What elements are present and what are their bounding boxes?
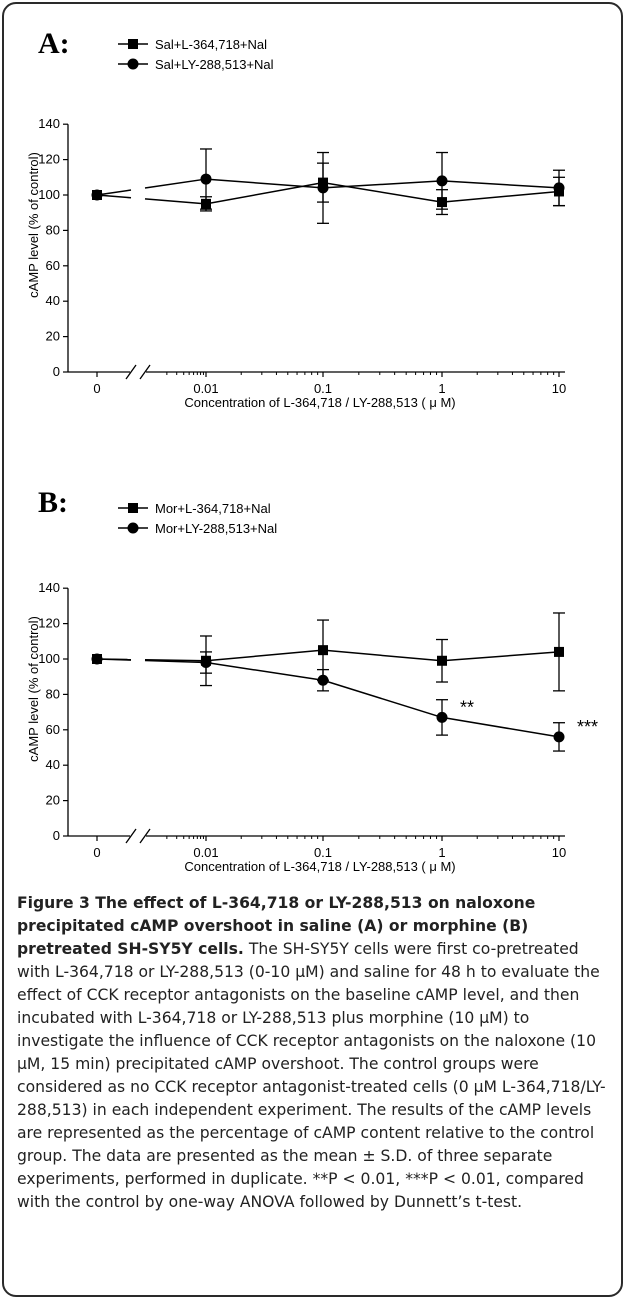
x-tick-label: 10 bbox=[552, 845, 566, 860]
y-tick-label: 20 bbox=[46, 329, 60, 344]
data-point-square bbox=[554, 646, 564, 657]
data-point-square bbox=[318, 645, 328, 656]
series-line-segment bbox=[441, 651, 560, 662]
y-tick-label: 140 bbox=[38, 116, 60, 131]
x-tick-label: 10 bbox=[552, 381, 566, 396]
series-line-segment bbox=[144, 198, 207, 205]
data-point-circle bbox=[553, 731, 565, 743]
y-tick-label: 0 bbox=[53, 364, 60, 379]
panel-label: A: bbox=[38, 27, 70, 60]
y-tick-label: 140 bbox=[38, 580, 60, 595]
legend-label: Mor+L-364,718+Nal bbox=[155, 501, 271, 516]
series-line-segment bbox=[322, 180, 443, 189]
series-line-segment bbox=[96, 194, 132, 199]
series-line-segment bbox=[205, 178, 324, 189]
legend-marker-circle bbox=[127, 522, 139, 534]
data-point-circle bbox=[436, 711, 448, 723]
axis-break-mark bbox=[125, 828, 137, 844]
series-line-segment bbox=[205, 181, 324, 205]
series-circle bbox=[91, 651, 565, 752]
series-line-segment bbox=[205, 661, 324, 681]
axis-break-mark bbox=[125, 364, 137, 380]
data-point-circle bbox=[200, 173, 212, 185]
y-tick-label: 0 bbox=[53, 828, 60, 843]
chart-panel-a: A: Sal+L-364,718+Nal Sal+LY-288,513+Nal 0… bbox=[26, 27, 566, 410]
y-tick-label: 80 bbox=[46, 686, 60, 701]
x-tick-label: 0.01 bbox=[193, 381, 218, 396]
legend-label: Sal+L-364,718+Nal bbox=[155, 37, 267, 52]
y-tick-label: 100 bbox=[38, 187, 60, 202]
y-tick-label: 80 bbox=[46, 222, 60, 237]
y-tick-label: 100 bbox=[38, 651, 60, 666]
axis-break-mark bbox=[139, 828, 151, 844]
data-point-circle bbox=[200, 657, 212, 669]
legend: Sal+L-364,718+Nal Sal+LY-288,513+Nal bbox=[118, 37, 274, 72]
x-tick-label: 1 bbox=[438, 381, 445, 396]
figure-caption: Figure 3 The effect of L-364,718 or LY-2… bbox=[17, 892, 615, 1214]
y-tick-label: 120 bbox=[38, 152, 60, 167]
x-tick-label: 0.01 bbox=[193, 845, 218, 860]
y-tick-label: 20 bbox=[46, 793, 60, 808]
significance-annotation: ** bbox=[460, 697, 474, 717]
y-axis-title: cAMP level (% of control) bbox=[26, 152, 41, 298]
legend-label: Mor+LY-288,513+Nal bbox=[155, 521, 277, 536]
legend-label: Sal+LY-288,513+Nal bbox=[155, 57, 274, 72]
series-line-segment bbox=[441, 716, 560, 738]
legend-marker-circle bbox=[127, 58, 139, 70]
series-square bbox=[92, 612, 565, 692]
y-tick-label: 60 bbox=[46, 258, 60, 273]
panel-label: B: bbox=[38, 486, 68, 519]
legend-marker-square bbox=[128, 39, 138, 49]
x-tick-label: 0.1 bbox=[314, 845, 332, 860]
data-point-circle bbox=[91, 189, 103, 201]
series-line-segment bbox=[96, 189, 132, 196]
series-line-segment bbox=[205, 649, 324, 662]
x-tick-label: 0.1 bbox=[314, 381, 332, 396]
y-axis-title: cAMP level (% of control) bbox=[26, 616, 41, 762]
plot-area: 0 20 40 60 80 100 120 140 0 0.01 0.1 1 10 bbox=[38, 116, 566, 396]
legend: Mor+L-364,718+Nal Mor+LY-288,513+Nal bbox=[118, 501, 277, 536]
series-line-segment bbox=[322, 679, 443, 719]
x-axis-title: Concentration of L-364,718 / LY-288,513 … bbox=[184, 395, 455, 410]
series-line-segment bbox=[144, 178, 207, 189]
series-line-segment bbox=[144, 659, 207, 664]
series-line-segment bbox=[96, 658, 132, 661]
data-point-square bbox=[437, 655, 447, 666]
y-tick-label: 40 bbox=[46, 757, 60, 772]
y-tick-label: 40 bbox=[46, 293, 60, 308]
data-point-circle bbox=[91, 653, 103, 665]
caption-title: Figure 3 The effect of L-364,718 or LY-2… bbox=[17, 894, 536, 958]
series-line-segment bbox=[441, 180, 560, 189]
data-point-circle bbox=[317, 674, 329, 686]
data-point-circle bbox=[317, 182, 329, 194]
x-tick-label: 0 bbox=[93, 381, 100, 396]
series-line-segment bbox=[441, 190, 560, 203]
data-point-circle bbox=[436, 175, 448, 187]
series-line-segment bbox=[322, 649, 443, 662]
chart-panel-b: B: Mor+L-364,718+Nal Mor+LY-288,513+Nal 0… bbox=[26, 486, 598, 874]
x-tick-label: 1 bbox=[438, 845, 445, 860]
series-circle bbox=[91, 148, 565, 224]
series-line-segment bbox=[144, 659, 207, 662]
y-tick-label: 120 bbox=[38, 616, 60, 631]
y-tick-label: 60 bbox=[46, 722, 60, 737]
significance-annotation: *** bbox=[577, 717, 598, 737]
x-axis-title: Concentration of L-364,718 / LY-288,513 … bbox=[184, 859, 455, 874]
legend-marker-square bbox=[128, 503, 138, 513]
series-square bbox=[92, 162, 565, 216]
caption-body: The SH-SY5Y cells were first co-pretreat… bbox=[17, 940, 606, 1211]
axis-break-mark bbox=[139, 364, 151, 380]
data-point-circle bbox=[553, 182, 565, 194]
series-line-segment bbox=[322, 181, 443, 203]
x-tick-label: 0 bbox=[93, 845, 100, 860]
